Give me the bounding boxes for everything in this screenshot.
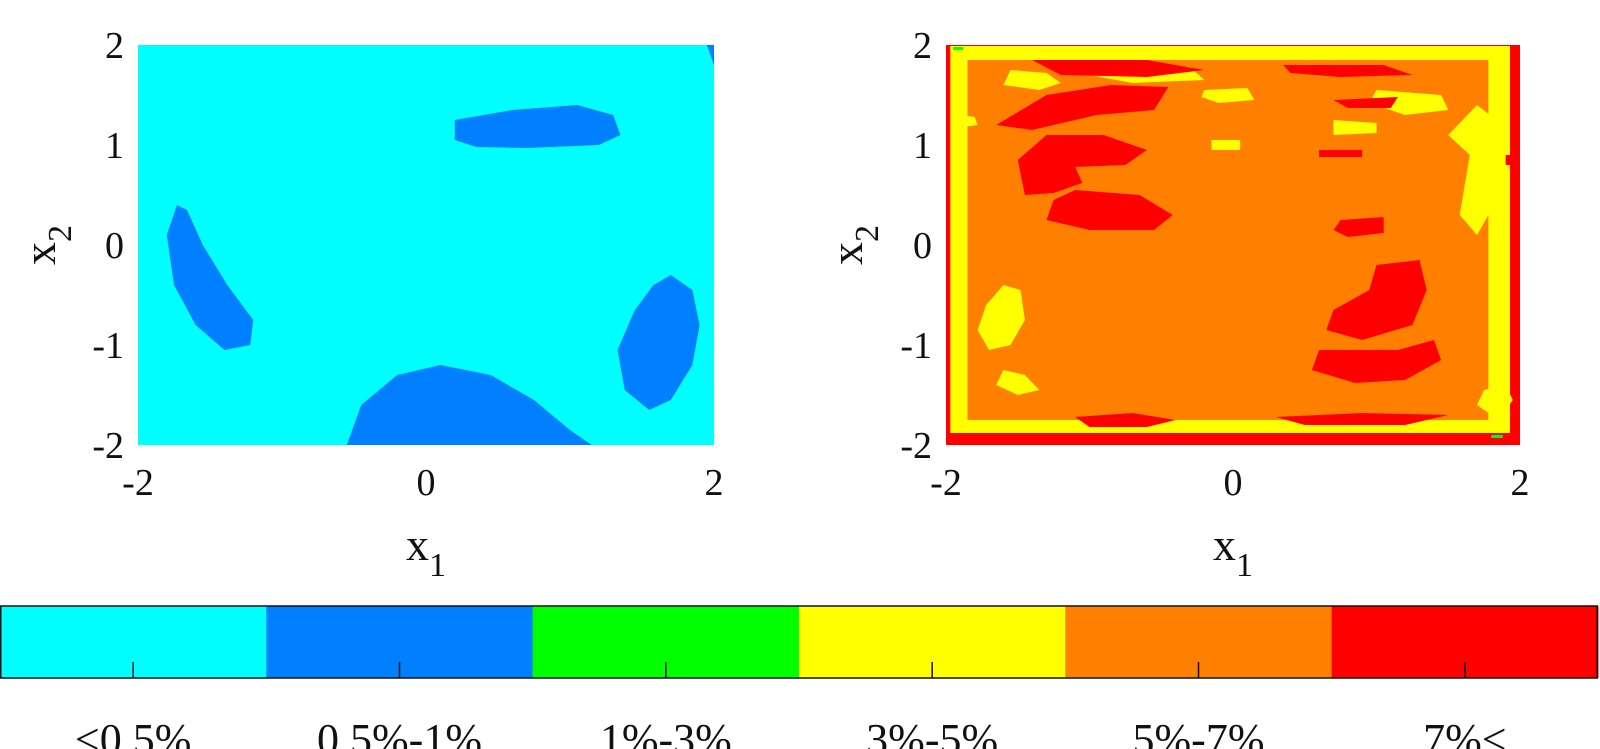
x-tick-label-left: 2: [705, 462, 724, 504]
contour-region-left-3: [346, 365, 592, 445]
y-tick-label-left: -1: [92, 325, 124, 367]
contour-region-right-23: [1326, 260, 1427, 340]
contour-region-right-29: [1491, 435, 1503, 438]
contour-region-right-22: [1333, 217, 1384, 237]
y-tick-label-right: -2: [900, 425, 932, 467]
colorbar-label: 7%<: [1423, 715, 1506, 749]
x-axis-label-right: x1: [1213, 519, 1253, 584]
y-tick-label-right: 1: [913, 125, 932, 167]
contour-region-left-4: [706, 45, 714, 65]
contour-plot-right: -2 0 2 2 1 0 -1 -2 x1 x2: [821, 25, 1530, 584]
contour-region-right-27: [1505, 155, 1510, 165]
contour-region-right-26: [1276, 413, 1449, 425]
contour-region-right-9: [1369, 90, 1449, 115]
contour-region-left-2: [617, 275, 700, 410]
contour-region-right-19: [1283, 65, 1413, 77]
contour-region-right-4: [953, 165, 964, 265]
contour-region-right-15: [996, 85, 1169, 130]
colorbar-label: 0.5%-1%: [317, 715, 482, 749]
y-axis-label-right: x2: [821, 225, 886, 265]
contour-region-right-6: [996, 370, 1040, 395]
y-tick-label-left: -2: [92, 425, 124, 467]
contour-region-right-16: [1017, 135, 1147, 195]
contour-region-right-12: [1333, 120, 1377, 135]
x-tick-label-left: 0: [417, 462, 436, 504]
contour-region-left-1: [166, 205, 254, 350]
contour-region-right-14: [1477, 385, 1513, 420]
contour-region-right-11: [960, 115, 978, 127]
x-tick-label-left: -2: [122, 462, 154, 504]
contour-region-right-5: [977, 285, 1025, 350]
colorbar-frame: [0, 605, 1598, 679]
contour-region-right-20: [1333, 97, 1398, 108]
colorbar-label: 1%-3%: [600, 715, 732, 749]
colorbar-label: 3%-5%: [866, 715, 998, 749]
contour-region-right-25: [1075, 413, 1176, 427]
y-tick-label-right: 2: [913, 25, 932, 67]
contour-region-right-21: [1319, 150, 1363, 157]
colorbar: <0.5% 0.5%-1% 1%-3% 3%-5% 5%-7% 7%<: [0, 605, 1599, 749]
contour-region-right-24: [1311, 340, 1442, 383]
y-tick-label-left: 0: [105, 225, 124, 267]
y-axis-label-left: x2: [14, 225, 79, 265]
contour-region-right-13: [1211, 140, 1241, 150]
x-tick-label-right: 0: [1224, 462, 1243, 504]
y-tick-label-right: -1: [900, 325, 932, 367]
x-tick-label-right: -2: [930, 462, 962, 504]
contour-plot-left: -2 0 2 2 1 0 -1 -2 x1 x2: [14, 25, 724, 584]
contour-region-right-17: [1046, 190, 1173, 230]
contour-region-right-18: [1032, 60, 1205, 77]
x-axis-label-left: x1: [406, 519, 446, 584]
y-tick-label-right: 0: [913, 225, 932, 267]
contour-region-right-28: [953, 47, 964, 50]
contour-region-right-3: [1448, 105, 1506, 235]
colorbar-label: <0.5%: [75, 715, 191, 749]
contour-region-right-7: [1003, 70, 1061, 90]
x-tick-label-right: 2: [1511, 462, 1530, 504]
contour-region-left-0: [454, 105, 621, 148]
contour-region-right-10: [1201, 88, 1255, 103]
colorbar-label: 5%-7%: [1133, 715, 1265, 749]
y-tick-label-left: 2: [105, 25, 124, 67]
y-tick-label-left: 1: [105, 125, 124, 167]
